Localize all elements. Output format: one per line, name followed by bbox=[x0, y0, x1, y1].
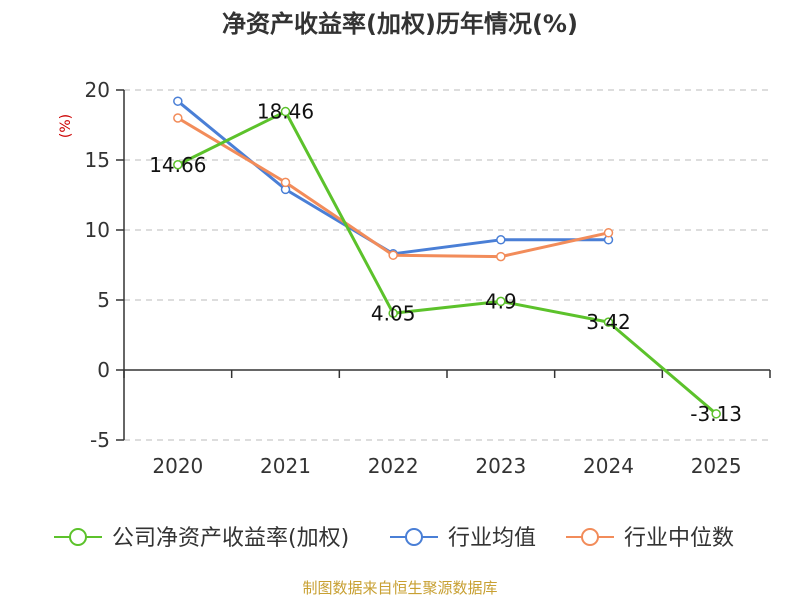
x-tick-label: 2021 bbox=[260, 454, 311, 478]
legend: 公司净资产收益率(加权) 行业均值 行业中位数 bbox=[54, 526, 734, 551]
y-tick-label: -5 bbox=[90, 428, 110, 452]
series-point bbox=[388, 308, 398, 319]
x-tick-label: 2020 bbox=[152, 454, 203, 478]
series-point bbox=[496, 296, 506, 307]
series-point bbox=[280, 106, 291, 117]
data-label: 3.42 bbox=[586, 310, 631, 334]
tick-labels: 20 15 10 5 0 -5 2020 2021 2022 2023 2024 2025 bbox=[85, 78, 742, 478]
data-label: 4.05 bbox=[371, 301, 416, 325]
legend-label: 公司净资产收益率(加权) bbox=[112, 526, 349, 551]
axes bbox=[116, 89, 771, 441]
chart-title: 净资产收益率(加权)历年情况(%) bbox=[222, 10, 578, 38]
x-tick-label: 2022 bbox=[368, 454, 419, 478]
series-line bbox=[176, 110, 718, 416]
data-labels: 14.66 18.46 4.05 4.9 3.42 -3.13 bbox=[149, 100, 742, 426]
legend-label: 行业均值 bbox=[448, 526, 536, 551]
y-tick-label: 20 bbox=[85, 78, 110, 102]
y-tick-label: 10 bbox=[85, 218, 110, 242]
x-tick-label: 2023 bbox=[475, 454, 526, 478]
y-axis-label: (%) bbox=[58, 114, 74, 138]
series-point bbox=[173, 160, 183, 170]
series-point bbox=[603, 228, 614, 238]
x-tick-label: 2025 bbox=[691, 454, 742, 478]
y-tick-label: 15 bbox=[85, 148, 110, 172]
data-label: 14.66 bbox=[149, 153, 206, 177]
legend-marker bbox=[69, 528, 87, 546]
series-point bbox=[173, 113, 183, 123]
series-point bbox=[496, 235, 506, 245]
legend-label: 行业中位数 bbox=[624, 526, 734, 551]
series-point bbox=[496, 251, 506, 262]
series-line bbox=[176, 99, 610, 256]
legend-marker bbox=[581, 528, 599, 546]
data-label: 18.46 bbox=[257, 100, 314, 124]
legend-marker bbox=[405, 528, 423, 546]
y-tick-label: 5 bbox=[97, 288, 110, 312]
data-label: 4.9 bbox=[485, 289, 517, 313]
gridlines bbox=[124, 89, 770, 441]
source-note: 制图数据来自恒生聚源数据库 bbox=[302, 579, 497, 597]
data-label: -3.13 bbox=[690, 402, 742, 426]
series-point bbox=[603, 317, 614, 327]
x-tick-label: 2024 bbox=[583, 454, 634, 478]
series-point bbox=[388, 250, 398, 260]
y-tick-label: 0 bbox=[97, 358, 110, 382]
series-line bbox=[176, 116, 610, 259]
series-point bbox=[711, 409, 721, 419]
series-point bbox=[173, 96, 183, 106]
series-point bbox=[280, 177, 291, 188]
series-lines bbox=[173, 96, 721, 419]
